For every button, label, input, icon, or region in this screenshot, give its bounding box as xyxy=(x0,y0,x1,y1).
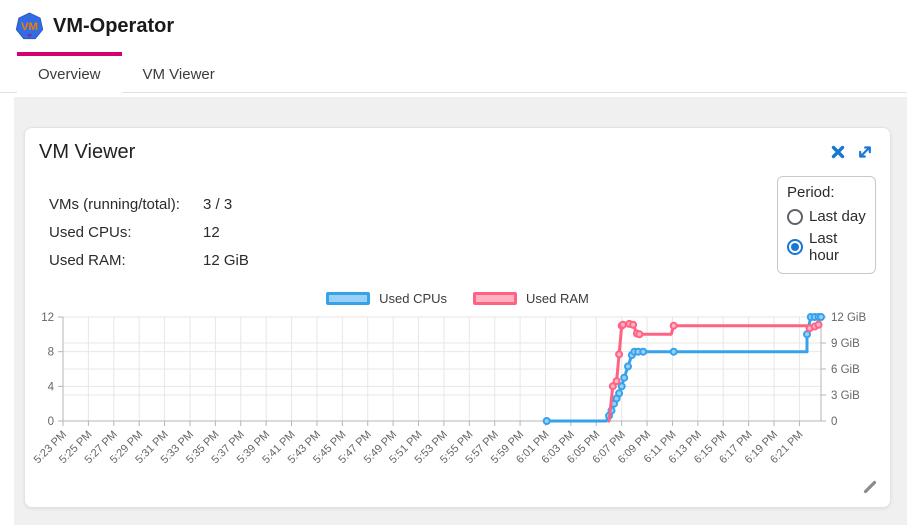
legend-label: Used RAM xyxy=(526,291,589,306)
series-point xyxy=(618,320,627,329)
stat-value: 12 xyxy=(203,223,220,241)
stat-value: 12 GiB xyxy=(203,251,249,269)
y-right-tick-label: 9 GiB xyxy=(831,338,860,350)
stat-row-cpus: Used CPUs: 12 xyxy=(49,218,249,246)
y-right-tick-label: 0 xyxy=(831,416,837,428)
y-right-tick-label: 6 GiB xyxy=(831,364,860,376)
series-point xyxy=(639,347,648,356)
vm-viewer-card: VM Viewer VMs (running/total): 3 / 3 Use… xyxy=(24,127,891,508)
radio-last-day[interactable]: Last day xyxy=(787,208,866,225)
vm-logo-icon: VM xyxy=(15,11,44,39)
series-point xyxy=(635,330,644,339)
radio-label: Last hour xyxy=(809,230,840,264)
series-point xyxy=(624,362,632,371)
y-left-tick-label: 4 xyxy=(48,381,55,393)
tab-bar: Overview VM Viewer xyxy=(0,52,907,93)
series-point xyxy=(612,377,621,386)
series-point xyxy=(542,417,551,425)
series-point xyxy=(620,373,629,382)
tab-overview[interactable]: Overview xyxy=(17,52,122,93)
expand-icon[interactable] xyxy=(856,143,874,161)
series-point xyxy=(629,320,638,329)
vm-stats: VMs (running/total): 3 / 3 Used CPUs: 12… xyxy=(49,190,249,274)
app-header: VM VM-Operator xyxy=(0,0,907,52)
series-point xyxy=(608,382,617,391)
tab-vm-viewer[interactable]: VM Viewer xyxy=(121,52,236,92)
series-point xyxy=(814,320,823,329)
legend-label: Used CPUs xyxy=(379,291,448,306)
stat-label: Used CPUs: xyxy=(49,223,132,241)
radio-icon[interactable] xyxy=(787,239,803,255)
usage-chart: 5:23 PM5:25 PM5:27 PM5:29 PM5:31 PM5:33 … xyxy=(32,312,867,466)
legend-swatch-cpus xyxy=(326,292,371,305)
chart-legend: Used CPUs Used RAM xyxy=(25,291,890,306)
stat-row-vms: VMs (running/total): 3 / 3 xyxy=(49,190,249,218)
radio-label: Last day xyxy=(809,208,866,225)
series-line-used-ram xyxy=(607,322,820,423)
legend-swatch-ram xyxy=(473,292,518,305)
series-point xyxy=(669,347,678,356)
resize-handle-icon[interactable] xyxy=(862,479,878,495)
stat-label: Used RAM: xyxy=(49,251,126,269)
y-right-tick-label: 12 GiB xyxy=(831,312,866,324)
period-label: Period: xyxy=(787,184,835,201)
y-left-tick-label: 0 xyxy=(48,416,54,428)
stat-row-ram: Used RAM: 12 GiB xyxy=(49,246,249,274)
series-point xyxy=(615,389,624,398)
card-title: VM Viewer xyxy=(39,141,136,163)
stat-label: VMs (running/total): xyxy=(49,195,180,213)
series-point xyxy=(615,350,624,359)
y-left-tick-label: 8 xyxy=(48,347,54,359)
app-title: VM-Operator xyxy=(53,14,175,37)
y-left-tick-label: 12 xyxy=(41,312,54,324)
series-point xyxy=(817,313,825,321)
radio-icon[interactable] xyxy=(787,208,803,225)
radio-last-hour[interactable]: Last hour xyxy=(787,230,866,264)
close-icon[interactable] xyxy=(829,143,847,161)
y-right-tick-label: 3 GiB xyxy=(831,390,860,402)
stat-value: 3 / 3 xyxy=(203,195,233,213)
period-group: Period: Last day Last hour xyxy=(777,176,876,274)
legend-item-used-ram[interactable]: Used RAM xyxy=(473,291,589,306)
series-point xyxy=(617,382,626,391)
svg-text:VM: VM xyxy=(21,21,38,33)
legend-item-used-cpus[interactable]: Used CPUs xyxy=(326,291,447,306)
page-body: VM Viewer VMs (running/total): 3 / 3 Use… xyxy=(14,97,907,525)
series-point xyxy=(669,321,678,330)
